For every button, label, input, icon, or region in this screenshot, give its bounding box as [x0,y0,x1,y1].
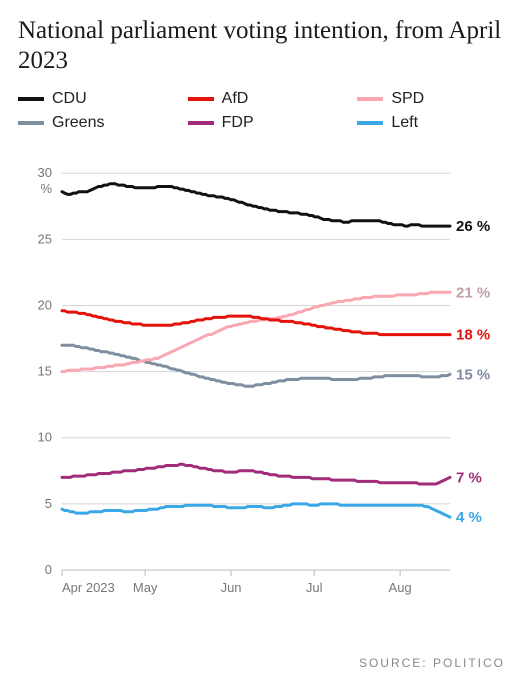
x-tick-label: May [133,580,158,595]
series-cdu [62,184,450,226]
y-tick-label: 10 [38,430,52,445]
y-tick-label: 15 [38,364,52,379]
legend-item-spd: SPD [357,90,505,108]
legend-item-afd: AfD [188,90,336,108]
y-percent-label: % [40,181,52,196]
y-tick-label: 30 [38,165,52,180]
legend: CDU AfD SPD Greens FDP Left [18,90,505,132]
series-spd [62,292,450,371]
source-label: SOURCE: POLITICO [359,656,505,670]
end-label-left: 4 % [456,509,482,526]
series-fdp [62,464,450,484]
chart-title: National parliament voting intention, fr… [18,16,505,76]
legend-swatch [188,97,214,101]
legend-label: AfD [222,90,249,108]
legend-item-cdu: CDU [18,90,166,108]
y-tick-label: 0 [45,562,52,577]
x-tick-label: Jun [221,580,242,595]
legend-item-greens: Greens [18,114,166,132]
end-label-afd: 18 % [456,327,490,344]
y-tick-label: 5 [45,496,52,511]
y-tick-label: 20 [38,297,52,312]
legend-swatch [357,121,383,125]
legend-label: SPD [391,90,424,108]
chart-area: 0 5 10 15 20 25 30% Apr 2023 May Jun Jul Aug 26 % 18 … [18,140,508,620]
end-label-spd: 21 % [456,284,490,301]
series-left [62,504,450,517]
y-tick-label: 25 [38,231,52,246]
end-label-fdp: 7 % [456,469,482,486]
line-chart: 0 5 10 15 20 25 30% Apr 2023 May Jun Jul Aug 26 % 18 … [18,140,508,620]
legend-swatch [18,97,44,101]
legend-label: Left [391,114,418,132]
legend-label: Greens [52,114,104,132]
legend-label: CDU [52,90,87,108]
legend-swatch [188,121,214,125]
legend-label: FDP [222,114,254,132]
end-label-cdu: 26 % [456,218,490,235]
legend-swatch [357,97,383,101]
legend-item-fdp: FDP [188,114,336,132]
x-tick-label: Aug [389,580,412,595]
legend-swatch [18,121,44,125]
chart-page: National parliament voting intention, fr… [0,0,523,680]
end-label-greens: 15 % [456,366,490,383]
legend-item-left: Left [357,114,505,132]
x-tick-label: Apr 2023 [62,580,115,595]
x-tick-label: Jul [306,580,323,595]
